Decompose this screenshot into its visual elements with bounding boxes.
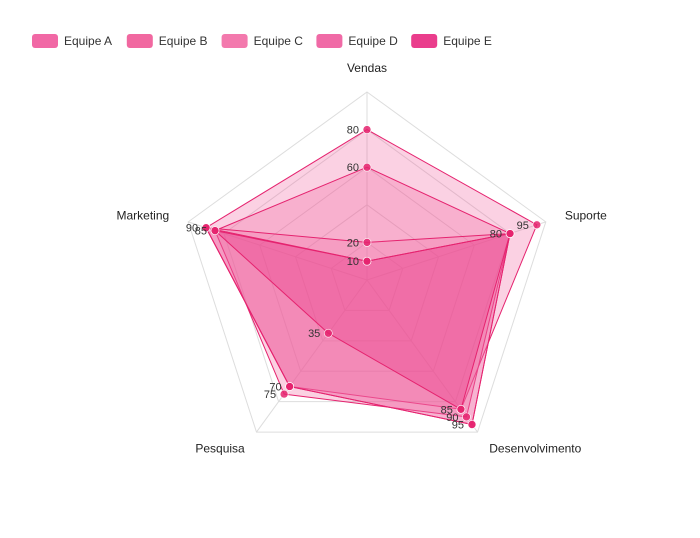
radar-axis-labels: Vendas Suporte Desenvolvimento Pesquisa Mark… [116,61,607,455]
legend-label[interactable]: Equipe D [348,34,398,48]
radar-data-point[interactable] [505,229,515,238]
radar-data-point[interactable] [279,389,289,399]
radar-series-area [214,230,511,410]
radar-points [201,125,542,429]
radar-axis-label: Marketing [116,209,169,223]
radar-data-point[interactable] [362,256,372,266]
radar-data-label: 20 [347,237,359,249]
radar-grid-ring [259,166,475,372]
legend-label[interactable]: Equipe B [159,34,208,48]
radar-data-label: 90 [186,223,198,235]
radar-data-label: 75 [264,389,276,401]
radar-data-point[interactable] [324,328,333,338]
radar-data-label: 80 [347,125,359,137]
legend-label[interactable]: Equipe C [254,34,304,48]
legend-swatch[interactable] [316,34,343,48]
radar-axis-label: Pesquisa [195,441,245,455]
radar-data-point[interactable] [462,412,471,422]
radar-data-label: 95 [452,419,464,431]
legend-label[interactable]: Equipe A [64,34,112,48]
radar-data-label: 70 [269,381,281,393]
radar-grid-ring [330,241,404,311]
radar-axis-label: Vendas [347,61,387,75]
radar-data-label: 60 [347,162,359,174]
legend-label[interactable]: Equipe E [443,34,492,48]
radar-spoke [256,279,368,433]
legend-swatch[interactable] [126,34,153,48]
radar-data-point[interactable] [467,420,477,429]
radar-data-label: 80 [490,229,502,241]
radar-data-point[interactable] [285,382,294,391]
chart-legend: Equipe A Equipe B Equipe C Equipe D Equipe E [32,34,492,48]
radar-data-label: 95 [517,220,529,232]
radar-data-point[interactable] [456,404,466,414]
radar-series-area [214,166,511,418]
radar-data-point[interactable] [362,162,372,172]
legend-swatch[interactable] [411,34,438,48]
radar-data-point[interactable] [201,223,211,233]
radar-data-label: 90 [446,412,458,424]
legend-swatch[interactable] [221,34,248,48]
radar-grid-ring [223,128,511,403]
legend-swatch[interactable] [32,34,58,48]
radar-data-label: 10 [347,256,359,268]
radar-data-label: 85 [441,404,453,416]
radar-data-point[interactable] [362,238,372,247]
radar-grid-ring [187,91,547,433]
radar-axis-label: Desenvolvimento [489,441,581,455]
radar-grid-ring [294,204,440,342]
radar-data-point[interactable] [532,220,542,230]
radar-data-point[interactable] [210,226,220,235]
radar-spoke [366,221,546,281]
radar-data-label: 85 [195,226,207,238]
radar-series-group [205,129,538,425]
radar-axis-label: Suporte [565,209,607,223]
radar-data-label: 35 [308,328,320,340]
radar-data-point[interactable] [362,125,372,134]
